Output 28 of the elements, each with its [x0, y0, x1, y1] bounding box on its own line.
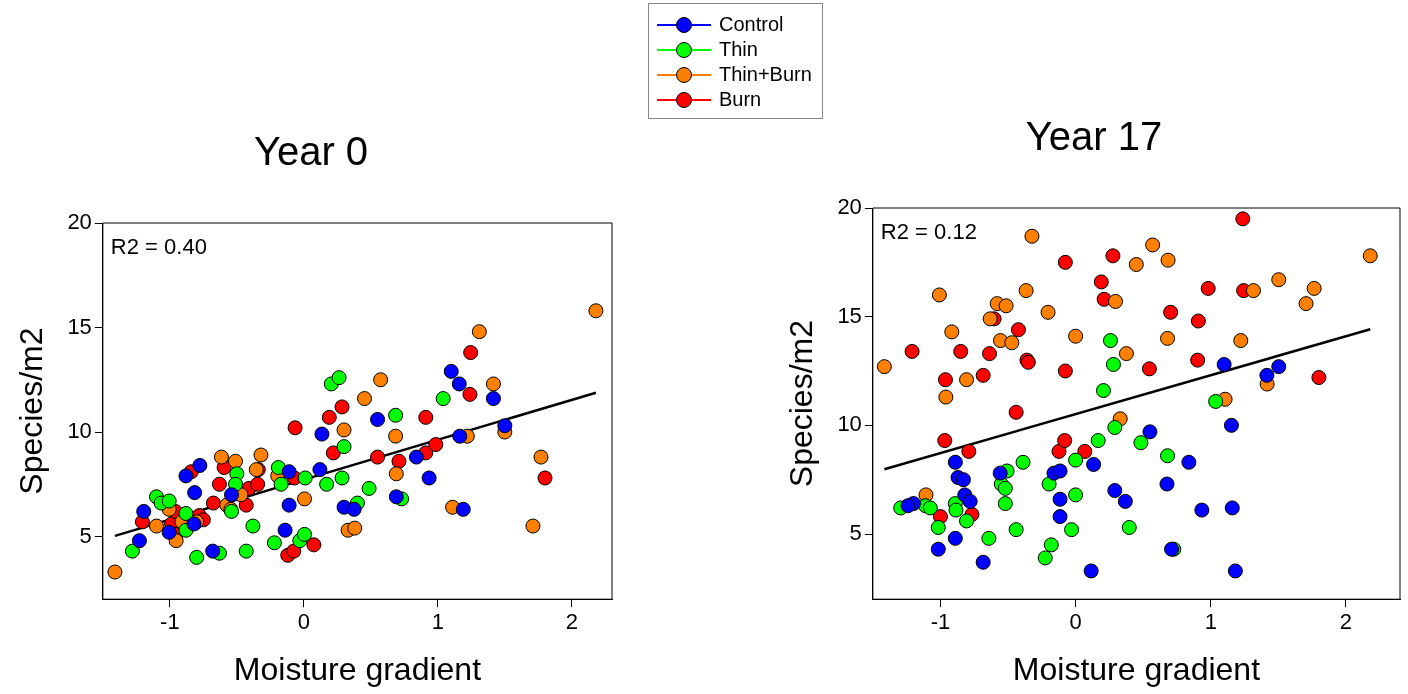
- x-tick-label: 0: [1069, 609, 1082, 635]
- x-tick-label: 0: [297, 609, 310, 635]
- annotation: R2 = 0.12: [880, 219, 977, 245]
- y-tick-label: 20: [67, 209, 92, 235]
- legend-label: Burn: [719, 88, 762, 111]
- x-axis-title: Moisture gradient: [1012, 650, 1261, 687]
- legend-label: Control: [719, 13, 784, 36]
- x-tick-label: 2: [565, 609, 578, 635]
- y-tick-label: 5: [849, 520, 862, 546]
- x-axis-title: Moisture gradient: [233, 650, 482, 687]
- y-tick-label: 15: [837, 302, 862, 328]
- annotation: R2 = 0.40: [110, 234, 207, 260]
- y-tick-label: 20: [837, 194, 862, 220]
- y-tick-label: 15: [67, 313, 92, 339]
- y-tick-label: 10: [837, 411, 862, 437]
- x-tick-label: -1: [160, 609, 180, 635]
- y-tick-label: 5: [79, 522, 92, 548]
- x-tick-label: 1: [431, 609, 444, 635]
- x-tick-label: 2: [1339, 609, 1353, 635]
- x-tick-label: -1: [930, 609, 951, 635]
- y-axis-title: Species/m2: [783, 320, 820, 488]
- y-tick-label: 10: [67, 418, 92, 444]
- legend-label: Thin: [719, 38, 758, 61]
- x-tick-label: 1: [1204, 609, 1217, 635]
- legend-label: Thin+Burn: [719, 63, 812, 86]
- y-axis-title: Species/m2: [13, 327, 50, 495]
- chart-title: Year 17: [1025, 114, 1163, 159]
- chart-title: Year 0: [253, 129, 369, 174]
